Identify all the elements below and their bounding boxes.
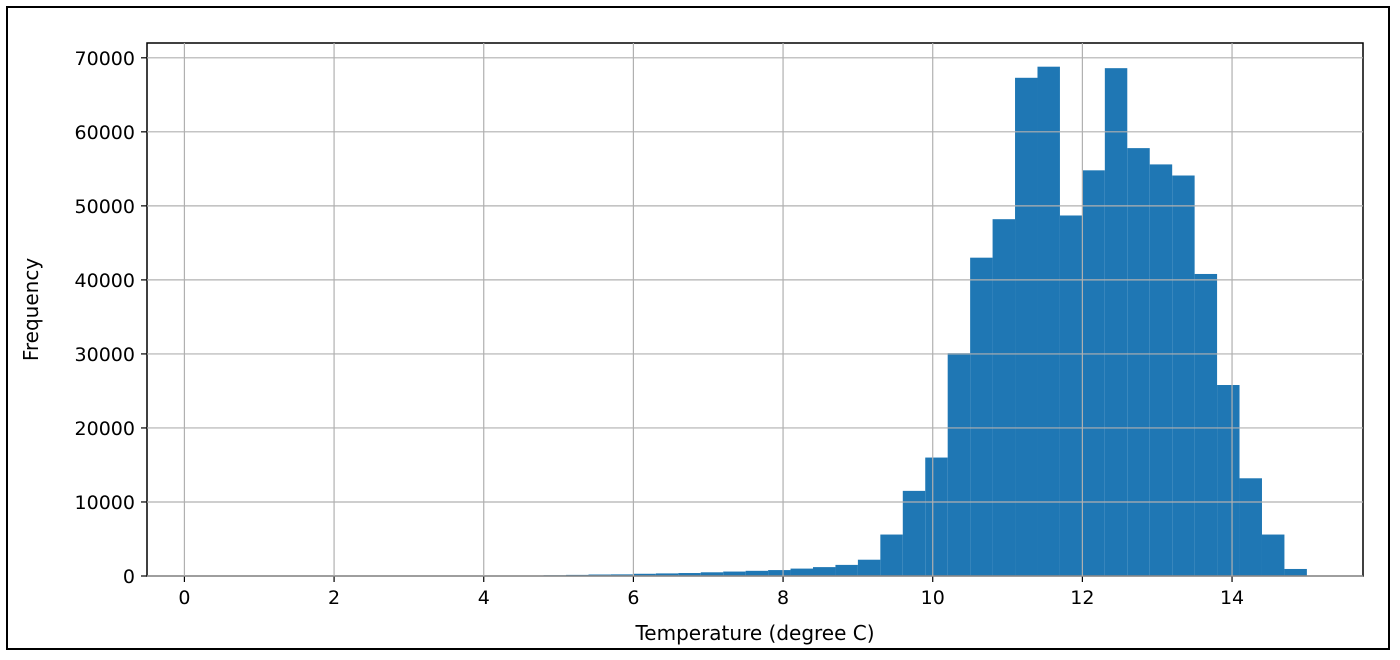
x-tick-label: 8 (777, 587, 789, 609)
histogram-bar (1149, 164, 1173, 576)
y-tick-label: 20000 (75, 418, 135, 440)
histogram-bar (1059, 215, 1083, 576)
x-tick-label: 2 (328, 587, 340, 609)
histogram-bar (700, 572, 724, 576)
histogram-bar (970, 257, 993, 576)
x-tick-label: 12 (1070, 587, 1094, 609)
y-tick-label: 60000 (75, 122, 135, 144)
histogram-bar (1172, 175, 1195, 577)
histogram-bar (1194, 273, 1218, 576)
x-tick-label: 10 (921, 587, 945, 609)
histogram-bar (1104, 68, 1128, 577)
x-tick-label: 14 (1220, 587, 1244, 609)
histogram-bar (745, 570, 769, 576)
x-axis-label: Temperature (degree C) (634, 621, 874, 645)
histogram-chart: 0 2 4 6 8 10 12 14 0 10000 20000 30000 40000 50000 60… (19, 42, 1364, 645)
histogram-bar (857, 559, 881, 576)
histogram-bar (678, 573, 701, 576)
histogram-bar (723, 571, 746, 576)
x-tick-label: 4 (478, 587, 490, 609)
histogram-bar (835, 564, 858, 576)
y-axis-ticks: 0 10000 20000 30000 40000 50000 60000 70000 (75, 48, 1363, 588)
histogram-bar (1127, 148, 1150, 576)
figure-frame: 0 2 4 6 8 10 12 14 0 10000 20000 30000 40000 50000 60… (6, 6, 1390, 650)
histogram-bar (925, 457, 948, 576)
x-tick-label: 0 (178, 587, 190, 609)
histogram-bar (1217, 385, 1240, 576)
histogram-bar (655, 573, 679, 576)
histogram-bar (1015, 77, 1038, 576)
y-tick-label: 10000 (75, 492, 135, 514)
histogram-bar (947, 353, 971, 576)
histogram-bar (812, 567, 836, 576)
y-tick-label: 40000 (75, 270, 135, 292)
histogram-bar (1284, 568, 1307, 576)
histogram-bars (184, 66, 1307, 577)
histogram-bar (768, 570, 791, 576)
histogram-bar (1239, 478, 1262, 576)
histogram-bar (1037, 66, 1060, 576)
y-tick-label: 50000 (75, 196, 135, 218)
y-tick-label: 70000 (75, 48, 135, 70)
y-tick-label: 0 (123, 566, 135, 588)
y-axis-label: Frequency (19, 258, 43, 361)
histogram-bar (610, 574, 634, 576)
x-tick-label: 6 (627, 587, 639, 609)
y-tick-label: 30000 (75, 344, 135, 366)
histogram-bar (1261, 534, 1285, 576)
histogram-bar (880, 534, 903, 576)
histogram-bar (633, 573, 656, 576)
histogram-bar (902, 490, 926, 576)
histogram-bar (992, 219, 1016, 577)
histogram-bar (790, 568, 813, 576)
histogram-bar (1082, 170, 1105, 577)
